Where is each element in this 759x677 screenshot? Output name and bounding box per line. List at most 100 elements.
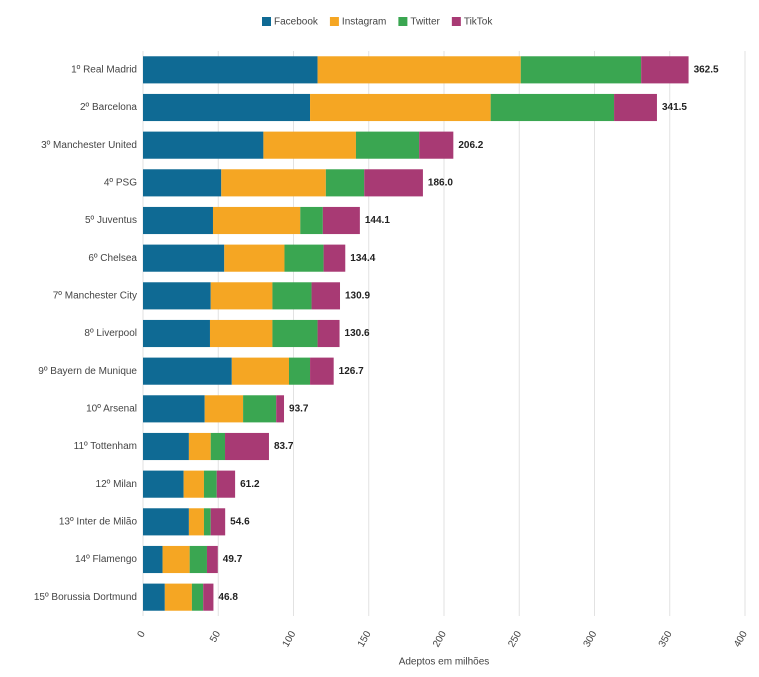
bar-segment [288, 357, 311, 385]
y-tick-label: 11º Tottenham [74, 441, 137, 452]
total-label: 54.6 [230, 516, 250, 527]
bar-segment [323, 244, 346, 272]
bar-segment [188, 508, 204, 536]
bar-segment [210, 282, 273, 310]
x-tick-label: 0 [136, 629, 149, 640]
bar-segment [143, 357, 232, 385]
bar-segment [162, 545, 190, 574]
legend-label: Twitter [410, 17, 440, 28]
legend-label: Facebook [274, 17, 319, 28]
total-label: 93.7 [289, 403, 309, 414]
bar-segment [143, 583, 165, 611]
y-tick-label: 10º Arsenal [86, 403, 137, 414]
bar-segment [311, 282, 341, 310]
bar-segment [317, 319, 340, 348]
bar-segment [143, 206, 213, 235]
bar-segment [272, 319, 318, 348]
total-label: 186.0 [428, 177, 453, 188]
bar-segment [224, 244, 285, 272]
total-label: 83.7 [274, 441, 294, 452]
x-axis-title: Adeptos em milhões [399, 657, 490, 668]
total-label: 134.4 [350, 253, 375, 264]
bar-segment [204, 395, 244, 423]
legend-swatch [451, 17, 461, 26]
bar-segment [143, 545, 163, 574]
total-label: 144.1 [365, 215, 390, 226]
total-label: 46.8 [218, 592, 238, 603]
legend-swatch [262, 17, 271, 26]
bar-segment [284, 244, 324, 272]
y-tick-label: 15º Borussia Dortmund [34, 592, 137, 603]
y-tick-label: 8º Liverpool [84, 328, 137, 339]
total-label: 49.7 [223, 554, 243, 565]
y-tick-label: 13º Inter de Milão [59, 516, 138, 527]
bar-segment [164, 583, 192, 611]
bar-segment [143, 131, 264, 159]
bar-segment [310, 357, 334, 385]
legend-label: Instagram [342, 17, 386, 28]
bar-segment [300, 206, 323, 235]
x-tick-label: 400 [732, 629, 750, 649]
x-tick-label: 150 [356, 629, 374, 649]
bar-segment [263, 131, 356, 159]
x-tick-label: 100 [281, 629, 299, 649]
bar-segment [212, 206, 301, 235]
bar-segment [143, 93, 311, 122]
bar-segment [317, 56, 521, 84]
bar-segment [310, 93, 491, 122]
bar-segment [143, 432, 189, 461]
bar-segment [203, 470, 217, 498]
bar-segment [143, 319, 210, 348]
y-tick-label: 14º Flamengo [75, 554, 137, 565]
bar-segment [276, 395, 285, 423]
bar-segment [183, 470, 204, 498]
bar-segment [364, 169, 423, 197]
bar-segment [322, 206, 360, 235]
bar-segment [143, 169, 222, 197]
bar-segment [206, 545, 218, 574]
bar-segment [325, 169, 365, 197]
x-tick-label: 50 [208, 629, 223, 645]
bar-segment [188, 432, 211, 461]
total-label: 130.6 [345, 328, 370, 339]
legend-swatch [398, 17, 408, 26]
bar-segment [143, 470, 184, 498]
bar-segment [221, 169, 326, 197]
y-tick-label: 2º Barcelona [80, 102, 137, 113]
total-label: 126.7 [339, 366, 364, 377]
y-tick-label: 7º Manchester City [53, 290, 137, 301]
total-label: 61.2 [240, 479, 260, 490]
bar-segment [225, 432, 269, 461]
total-label: 130.9 [345, 290, 370, 301]
bar-segment [203, 583, 214, 611]
x-tick-label: 300 [582, 629, 600, 649]
bar-segment [355, 131, 420, 159]
x-tick-label: 250 [506, 629, 524, 649]
bar-segment [203, 508, 211, 536]
total-label: 362.5 [694, 64, 719, 75]
bar-segment [614, 93, 657, 122]
bar-segment [216, 470, 236, 498]
bar-segment [143, 244, 225, 272]
bar-segment [143, 508, 189, 536]
x-tick-label: 350 [657, 629, 675, 649]
legend-swatch [329, 17, 339, 26]
bar-segment [272, 282, 312, 310]
bar-segment [143, 56, 318, 84]
y-tick-label: 9º Bayern de Munique [38, 366, 137, 377]
y-tick-label: 3º Manchester United [41, 140, 137, 151]
bar-segment [189, 545, 207, 574]
bar-segment [143, 282, 211, 310]
y-tick-label: 5º Juventus [85, 215, 137, 226]
bar-segment [210, 508, 226, 536]
bar-segment [191, 583, 204, 611]
bar-segment [209, 319, 273, 348]
bar-segment [641, 56, 689, 84]
legend-label: TikTok [464, 17, 494, 28]
y-tick-label: 12º Milan [96, 479, 137, 490]
bar-segment [520, 56, 642, 84]
bar-segment [419, 131, 454, 159]
bar-segment [210, 432, 226, 461]
x-tick-label: 200 [431, 629, 449, 649]
